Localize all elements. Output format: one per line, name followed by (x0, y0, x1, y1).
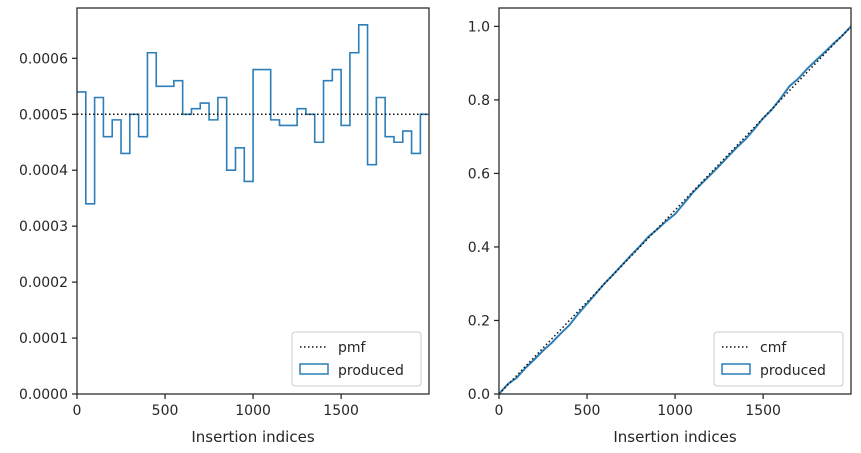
cmf-y-tick-label: 0.0 (468, 387, 490, 403)
pmf-y-tick-label: 0.0003 (19, 219, 68, 235)
pmf-x-tick-label: 500 (152, 403, 179, 419)
cmf-legend-box (713, 331, 844, 387)
cmf-x-tick-label: 0 (495, 403, 504, 419)
produced-cumulative-legend-swatch (721, 363, 751, 375)
cmf-legend: cmf produced (713, 331, 844, 387)
produced-histogram-step (77, 23, 429, 205)
cmf-y-tick-label: 1.0 (468, 19, 490, 35)
cmf-reference-line (498, 25, 852, 395)
pmf-y-tick-label: 0.0006 (19, 51, 68, 67)
produced-cumulative-legend-label: produced (760, 363, 826, 379)
cmf-x-axis-label: Insertion indices (613, 428, 736, 446)
cmf-ticks: 0 500 1000 1500 0.0 0.2 0.4 0.6 0.8 1.0 (468, 19, 781, 419)
pmf-y-tick-label: 0.0002 (19, 275, 68, 291)
produced-cumulative-line (498, 25, 852, 395)
cmf-x-tick-label: 1000 (657, 403, 693, 419)
cmf-y-tick-label: 0.6 (468, 166, 490, 182)
cmf-y-tick-label: 0.2 (468, 313, 490, 329)
cmf-y-tick-label: 0.4 (468, 240, 490, 256)
pmf-panel: 0 500 1000 1500 0.0000 0.0001 0.0002 0.0003 0.00… (19, 7, 430, 446)
cmf-plot-area (498, 25, 852, 395)
cmf-x-tick-label: 500 (574, 403, 601, 419)
pmf-x-tick-label: 1500 (323, 403, 359, 419)
pmf-y-tick-label: 0.0004 (19, 163, 68, 179)
cmf-y-tick-label: 0.8 (468, 93, 490, 109)
pmf-x-tick-label: 1000 (235, 403, 271, 419)
pmf-y-tick-label: 0.0005 (19, 107, 68, 123)
pmf-legend: pmf produced (291, 331, 422, 387)
pmf-plot-area (77, 23, 429, 205)
pmf-y-tick-label: 0.0001 (19, 331, 68, 347)
cmf-x-tick-label: 1500 (745, 403, 781, 419)
pmf-x-axis-label: Insertion indices (191, 428, 314, 446)
pmf-legend-label: pmf (338, 340, 367, 356)
pmf-x-tick-label: 0 (73, 403, 82, 419)
produced-legend-label: produced (338, 363, 404, 379)
produced-legend-swatch (299, 363, 329, 375)
pmf-y-tick-label: 0.0000 (19, 387, 68, 403)
cmf-panel: 0 500 1000 1500 0.0 0.2 0.4 0.6 0.8 1.0 Insertion… (468, 7, 852, 446)
pmf-legend-box (291, 331, 422, 387)
cmf-legend-label: cmf (760, 340, 787, 356)
pmf-ticks: 0 500 1000 1500 0.0000 0.0001 0.0002 0.0003 0.00… (19, 51, 359, 419)
